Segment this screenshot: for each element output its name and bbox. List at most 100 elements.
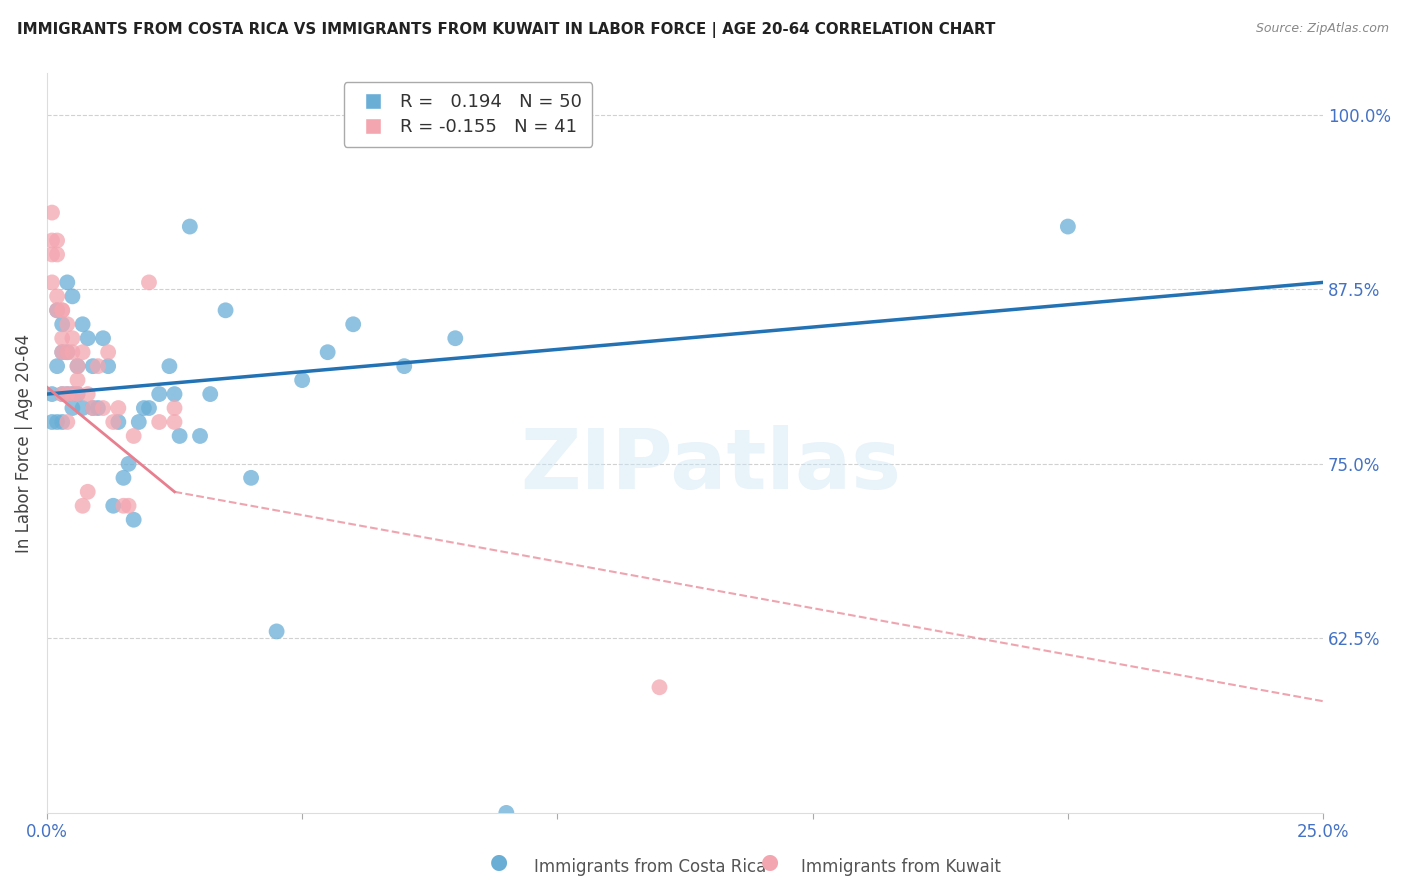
Point: [51, 303, 73, 318]
Point: [51, 331, 73, 345]
Text: ZIPatlas: ZIPatlas: [520, 425, 901, 506]
Point: [107, 401, 129, 415]
Point: [72, 345, 94, 359]
Point: [66, 359, 89, 373]
Point: [240, 471, 263, 485]
Point: [56, 318, 79, 332]
Point: [46, 234, 69, 248]
Point: [62, 387, 84, 401]
Point: [157, 359, 180, 373]
Point: [56, 387, 79, 401]
Point: [91, 401, 114, 415]
Point: [97, 359, 120, 373]
Point: [56, 387, 79, 401]
Point: [117, 499, 139, 513]
Point: [46, 415, 69, 429]
Point: [163, 387, 186, 401]
Point: [62, 401, 84, 415]
Point: [51, 345, 73, 359]
Point: [179, 219, 201, 234]
Point: [214, 303, 236, 318]
Point: [72, 499, 94, 513]
Point: [82, 401, 104, 415]
Point: [122, 513, 145, 527]
Point: [41, 205, 63, 219]
Point: [148, 415, 170, 429]
Point: [46, 303, 69, 318]
Point: [51, 303, 73, 318]
Point: [76, 331, 98, 345]
Point: [41, 276, 63, 290]
Point: [91, 331, 114, 345]
Point: [76, 387, 98, 401]
Point: [148, 387, 170, 401]
Point: [495, 805, 517, 820]
Point: [200, 387, 222, 401]
Point: [87, 359, 110, 373]
Point: [72, 318, 94, 332]
Point: [163, 401, 186, 415]
Point: [41, 247, 63, 261]
Point: [66, 373, 89, 387]
Point: [444, 331, 467, 345]
Point: [62, 331, 84, 345]
Point: [107, 415, 129, 429]
Point: [316, 345, 339, 359]
Point: [46, 359, 69, 373]
Point: [66, 387, 89, 401]
Point: [138, 401, 160, 415]
Text: Immigrants from Kuwait: Immigrants from Kuwait: [801, 858, 1001, 876]
Point: [72, 401, 94, 415]
Text: Source: ZipAtlas.com: Source: ZipAtlas.com: [1256, 22, 1389, 36]
Point: [62, 387, 84, 401]
Point: [103, 499, 125, 513]
Point: [51, 387, 73, 401]
Point: [66, 387, 89, 401]
Point: [56, 345, 79, 359]
Y-axis label: In Labor Force | Age 20-64: In Labor Force | Age 20-64: [15, 334, 32, 552]
Point: [188, 429, 211, 443]
Text: ●: ●: [491, 853, 508, 872]
Point: [103, 415, 125, 429]
Point: [128, 415, 150, 429]
Point: [46, 247, 69, 261]
Point: [266, 624, 288, 639]
Point: [394, 359, 416, 373]
Point: [46, 303, 69, 318]
Point: [62, 345, 84, 359]
Point: [648, 680, 671, 694]
Point: [46, 289, 69, 303]
Point: [56, 415, 79, 429]
Point: [51, 415, 73, 429]
Point: [342, 318, 364, 332]
Point: [41, 387, 63, 401]
Point: [51, 318, 73, 332]
Point: [76, 484, 98, 499]
Point: [51, 387, 73, 401]
Point: [87, 401, 110, 415]
Point: [97, 345, 120, 359]
Point: [82, 401, 104, 415]
Point: [41, 234, 63, 248]
Point: [117, 457, 139, 471]
Text: Immigrants from Costa Rica: Immigrants from Costa Rica: [534, 858, 766, 876]
Point: [56, 345, 79, 359]
Point: [112, 499, 135, 513]
Text: ●: ●: [762, 853, 779, 872]
Point: [138, 276, 160, 290]
Point: [122, 429, 145, 443]
Text: IMMIGRANTS FROM COSTA RICA VS IMMIGRANTS FROM KUWAIT IN LABOR FORCE | AGE 20-64 : IMMIGRANTS FROM COSTA RICA VS IMMIGRANTS…: [17, 22, 995, 38]
Point: [51, 345, 73, 359]
Point: [56, 276, 79, 290]
Legend: R =   0.194   N = 50, R = -0.155   N = 41: R = 0.194 N = 50, R = -0.155 N = 41: [343, 82, 592, 147]
Point: [132, 401, 155, 415]
Point: [112, 471, 135, 485]
Point: [41, 415, 63, 429]
Point: [169, 429, 191, 443]
Point: [66, 359, 89, 373]
Point: [291, 373, 314, 387]
Point: [62, 289, 84, 303]
Point: [163, 415, 186, 429]
Point: [1057, 219, 1080, 234]
Point: [82, 359, 104, 373]
